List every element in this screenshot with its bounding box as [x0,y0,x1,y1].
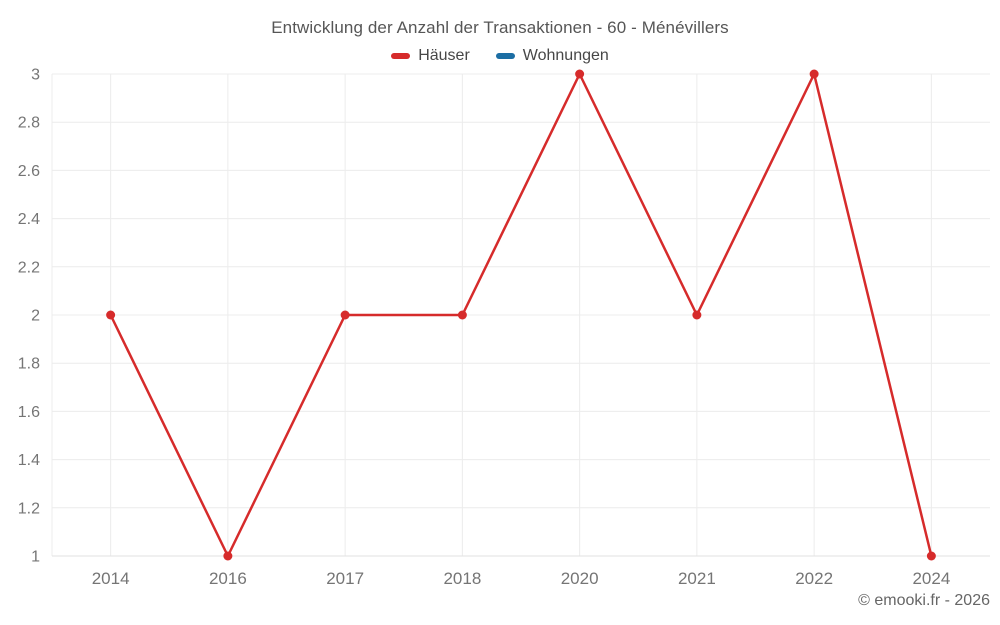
y-tick-label: 3 [31,67,40,84]
y-tick-label: 1.8 [18,356,40,373]
x-tick-label: 2018 [443,569,481,588]
y-tick-label: 1 [31,549,40,566]
data-point[interactable] [692,310,702,320]
x-tick-label: 2017 [326,569,364,588]
series-line [109,72,933,558]
y-tick-label: 2.4 [18,211,40,228]
wohnungen-series-swatch-icon [495,53,515,59]
y-tick-label: 2.6 [18,163,40,180]
data-point[interactable] [575,69,585,79]
y-tick-label: 1.4 [18,452,40,469]
y-tick-label: 1.2 [18,500,40,517]
legend-label-haeuser: Häuser [418,47,470,64]
haeuser-series-swatch-icon [391,53,411,59]
legend-label-wohnungen: Wohnungen [522,47,609,64]
y-tick-label: 1.6 [18,404,40,421]
y-tick-label: 2.8 [18,115,40,132]
x-tick-label: 2024 [912,569,950,588]
data-point[interactable] [809,69,819,79]
data-point[interactable] [223,551,233,561]
x-tick-label: 2021 [678,569,716,588]
legend-item-haeuser[interactable]: Häuser [391,47,470,65]
y-tick-label: 2.2 [18,259,40,276]
y-tick-label: 2 [31,308,40,325]
data-point[interactable] [926,551,936,561]
chart-legend: Häuser Wohnungen [0,47,1000,65]
copyright-text: © emooki.fr - 2026 [858,592,990,609]
x-tick-label: 2014 [92,569,130,588]
data-point[interactable] [106,310,116,320]
chart-title: Entwicklung der Anzahl der Transaktionen… [271,18,729,37]
x-tick-label: 2016 [209,569,247,588]
x-tick-label: 2020 [561,569,599,588]
x-tick-label: 2022 [795,569,833,588]
data-point[interactable] [457,310,467,320]
legend-item-wohnungen[interactable]: Wohnungen [495,47,609,65]
data-point[interactable] [340,310,350,320]
